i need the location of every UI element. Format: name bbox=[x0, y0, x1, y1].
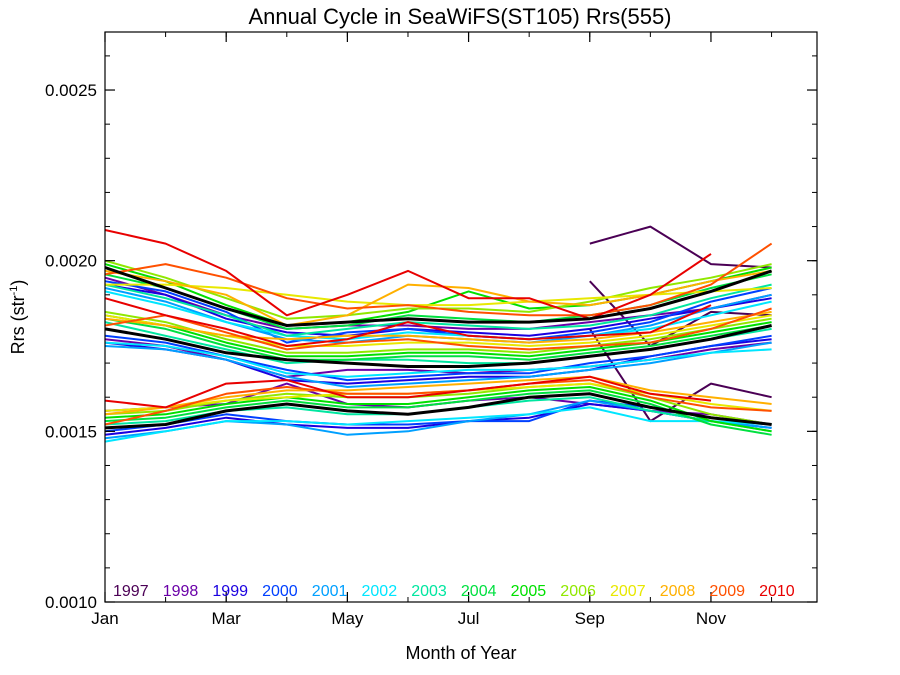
plot-frame bbox=[104, 31, 818, 603]
series-line-2008-c bbox=[104, 375, 772, 416]
series-line-2000-a bbox=[104, 280, 772, 344]
series-line-2008-a bbox=[104, 269, 772, 327]
y-tick-label: 0.0020 bbox=[45, 252, 97, 271]
legend-item-2003: 2003 bbox=[411, 583, 447, 600]
axis-ticks-group: 0.0010 0.0015 0.0020 0.0025 Jan Mar May Jul Sep N… bbox=[45, 32, 817, 628]
legend-item-2002: 2002 bbox=[362, 583, 398, 600]
series-line-mean-high bbox=[104, 266, 773, 327]
x-tick-label: May bbox=[331, 609, 364, 628]
legend-item-2005: 2005 bbox=[511, 583, 547, 600]
y-tick-label: 0.0015 bbox=[45, 422, 97, 441]
chart-title: Annual Cycle in SeaWiFS(ST105) Rrs(555) bbox=[248, 4, 671, 29]
y-axis-label-superscript: -1 bbox=[8, 286, 20, 296]
y-axis-label-main: Rrs (str bbox=[8, 295, 28, 354]
legend-item-1997: 1997 bbox=[113, 583, 149, 600]
x-tick-label: Sep bbox=[575, 609, 605, 628]
series-line-2010-a bbox=[104, 229, 712, 320]
y-axis-label-close: ) bbox=[8, 280, 28, 286]
series-line-2002-c bbox=[104, 406, 772, 443]
x-tick-label: Nov bbox=[696, 609, 727, 628]
x-tick-label: Jul bbox=[458, 609, 480, 628]
series-line-2009-a bbox=[104, 242, 773, 317]
series-line-2010-c bbox=[104, 375, 712, 409]
series-line-2009-b bbox=[104, 307, 772, 351]
series-line-2002-b bbox=[104, 341, 772, 378]
plot-series-group bbox=[104, 225, 773, 443]
legend-item-2006: 2006 bbox=[560, 583, 596, 600]
legend-item-2009: 2009 bbox=[709, 583, 745, 600]
legend-item-1999: 1999 bbox=[212, 583, 248, 600]
series-line-mean-mid bbox=[104, 324, 772, 368]
legend-item-2000: 2000 bbox=[262, 583, 298, 600]
y-axis-label: Rrs (str-1) bbox=[8, 280, 28, 355]
series-line-2009-c bbox=[104, 379, 772, 426]
legend-item-2004: 2004 bbox=[461, 583, 497, 600]
legend-item-2008: 2008 bbox=[660, 583, 696, 600]
y-tick-label: 0.0025 bbox=[45, 81, 97, 100]
series-line-2007-a bbox=[105, 283, 772, 307]
legend-item-2010: 2010 bbox=[759, 583, 795, 600]
series-line-mean-low bbox=[104, 392, 772, 430]
series-line-2008-b bbox=[104, 310, 772, 344]
series-line-2005-c bbox=[104, 386, 772, 433]
series-line-2003-a bbox=[104, 283, 772, 337]
series-line-2004-b bbox=[104, 317, 772, 361]
series-line-2001-b bbox=[104, 341, 772, 388]
x-axis-label: Month of Year bbox=[405, 643, 516, 663]
legend-item-1998: 1998 bbox=[163, 583, 199, 600]
x-tick-label: Jan bbox=[91, 609, 118, 628]
series-line-2010-b bbox=[104, 297, 712, 347]
legend-item-2007: 2007 bbox=[610, 583, 646, 600]
series-line-1999-a bbox=[104, 283, 772, 337]
series-line-2002-a bbox=[104, 290, 772, 341]
x-tick-label: Mar bbox=[212, 609, 242, 628]
legend: 1997 1998 1999 2000 2001 2002 2003 2004 2005 2006… bbox=[113, 583, 795, 600]
series-line-2006-b bbox=[104, 310, 772, 354]
series-line-2004-c bbox=[104, 389, 772, 436]
y-tick-label: 0.0010 bbox=[45, 593, 97, 612]
legend-item-2001: 2001 bbox=[312, 583, 348, 600]
series-line-1997-a bbox=[589, 225, 772, 269]
